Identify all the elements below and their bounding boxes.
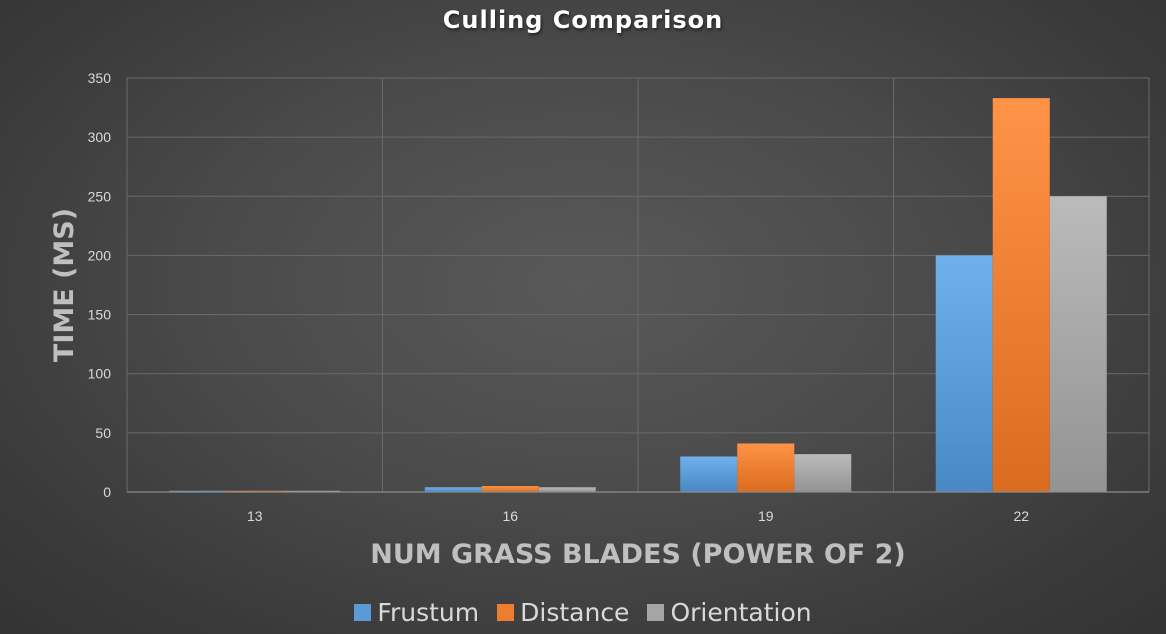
- y-axis-title: TIME (MS): [49, 208, 80, 362]
- y-tick-label: 150: [88, 307, 112, 323]
- y-tick-label: 350: [88, 70, 112, 86]
- axes: [126, 78, 1150, 493]
- bar-orientation-22: [1049, 196, 1107, 493]
- y-tick-label: 250: [88, 188, 112, 204]
- bar-orientation-19: [794, 454, 852, 492]
- legend-item-orientation: Orientation: [647, 598, 812, 627]
- legend-swatch: [647, 604, 665, 621]
- bar-frustum-19: [680, 456, 738, 492]
- bar-frustum-22: [935, 255, 993, 492]
- bar-distance-22: [992, 98, 1050, 492]
- bar-orientation-16: [538, 487, 596, 492]
- x-tick-label: 22: [1013, 508, 1029, 524]
- y-tick-label: 100: [88, 366, 112, 382]
- legend-label: Orientation: [670, 598, 812, 627]
- x-tick-label: 16: [502, 508, 518, 524]
- chart-title: Culling Comparison: [442, 6, 724, 34]
- y-tick-label: 50: [95, 425, 111, 441]
- legend: Frustum Distance Orientation: [0, 598, 1166, 627]
- x-tick-label: 19: [758, 508, 774, 524]
- bar-distance-19: [737, 443, 795, 492]
- bar-frustum-16: [424, 487, 482, 492]
- x-axis-title: NUM GRASS BLADES (POWER OF 2): [370, 539, 906, 570]
- tick-labels: 0 50 100 150 200 250 300 350 13 16 19 22: [88, 70, 1030, 524]
- x-tick-label: 13: [247, 508, 263, 524]
- legend-swatch: [354, 604, 372, 621]
- bars: [169, 98, 1107, 493]
- gridlines: [127, 77, 1149, 492]
- legend-item-frustum: Frustum: [354, 598, 479, 627]
- legend-label: Distance: [520, 598, 630, 627]
- y-tick-label: 200: [88, 247, 112, 263]
- legend-swatch: [497, 604, 515, 621]
- y-tick-label: 0: [103, 484, 111, 500]
- legend-item-distance: Distance: [497, 598, 629, 627]
- bar-distance-16: [481, 486, 539, 492]
- y-tick-label: 300: [88, 129, 112, 145]
- legend-label: Frustum: [377, 598, 480, 627]
